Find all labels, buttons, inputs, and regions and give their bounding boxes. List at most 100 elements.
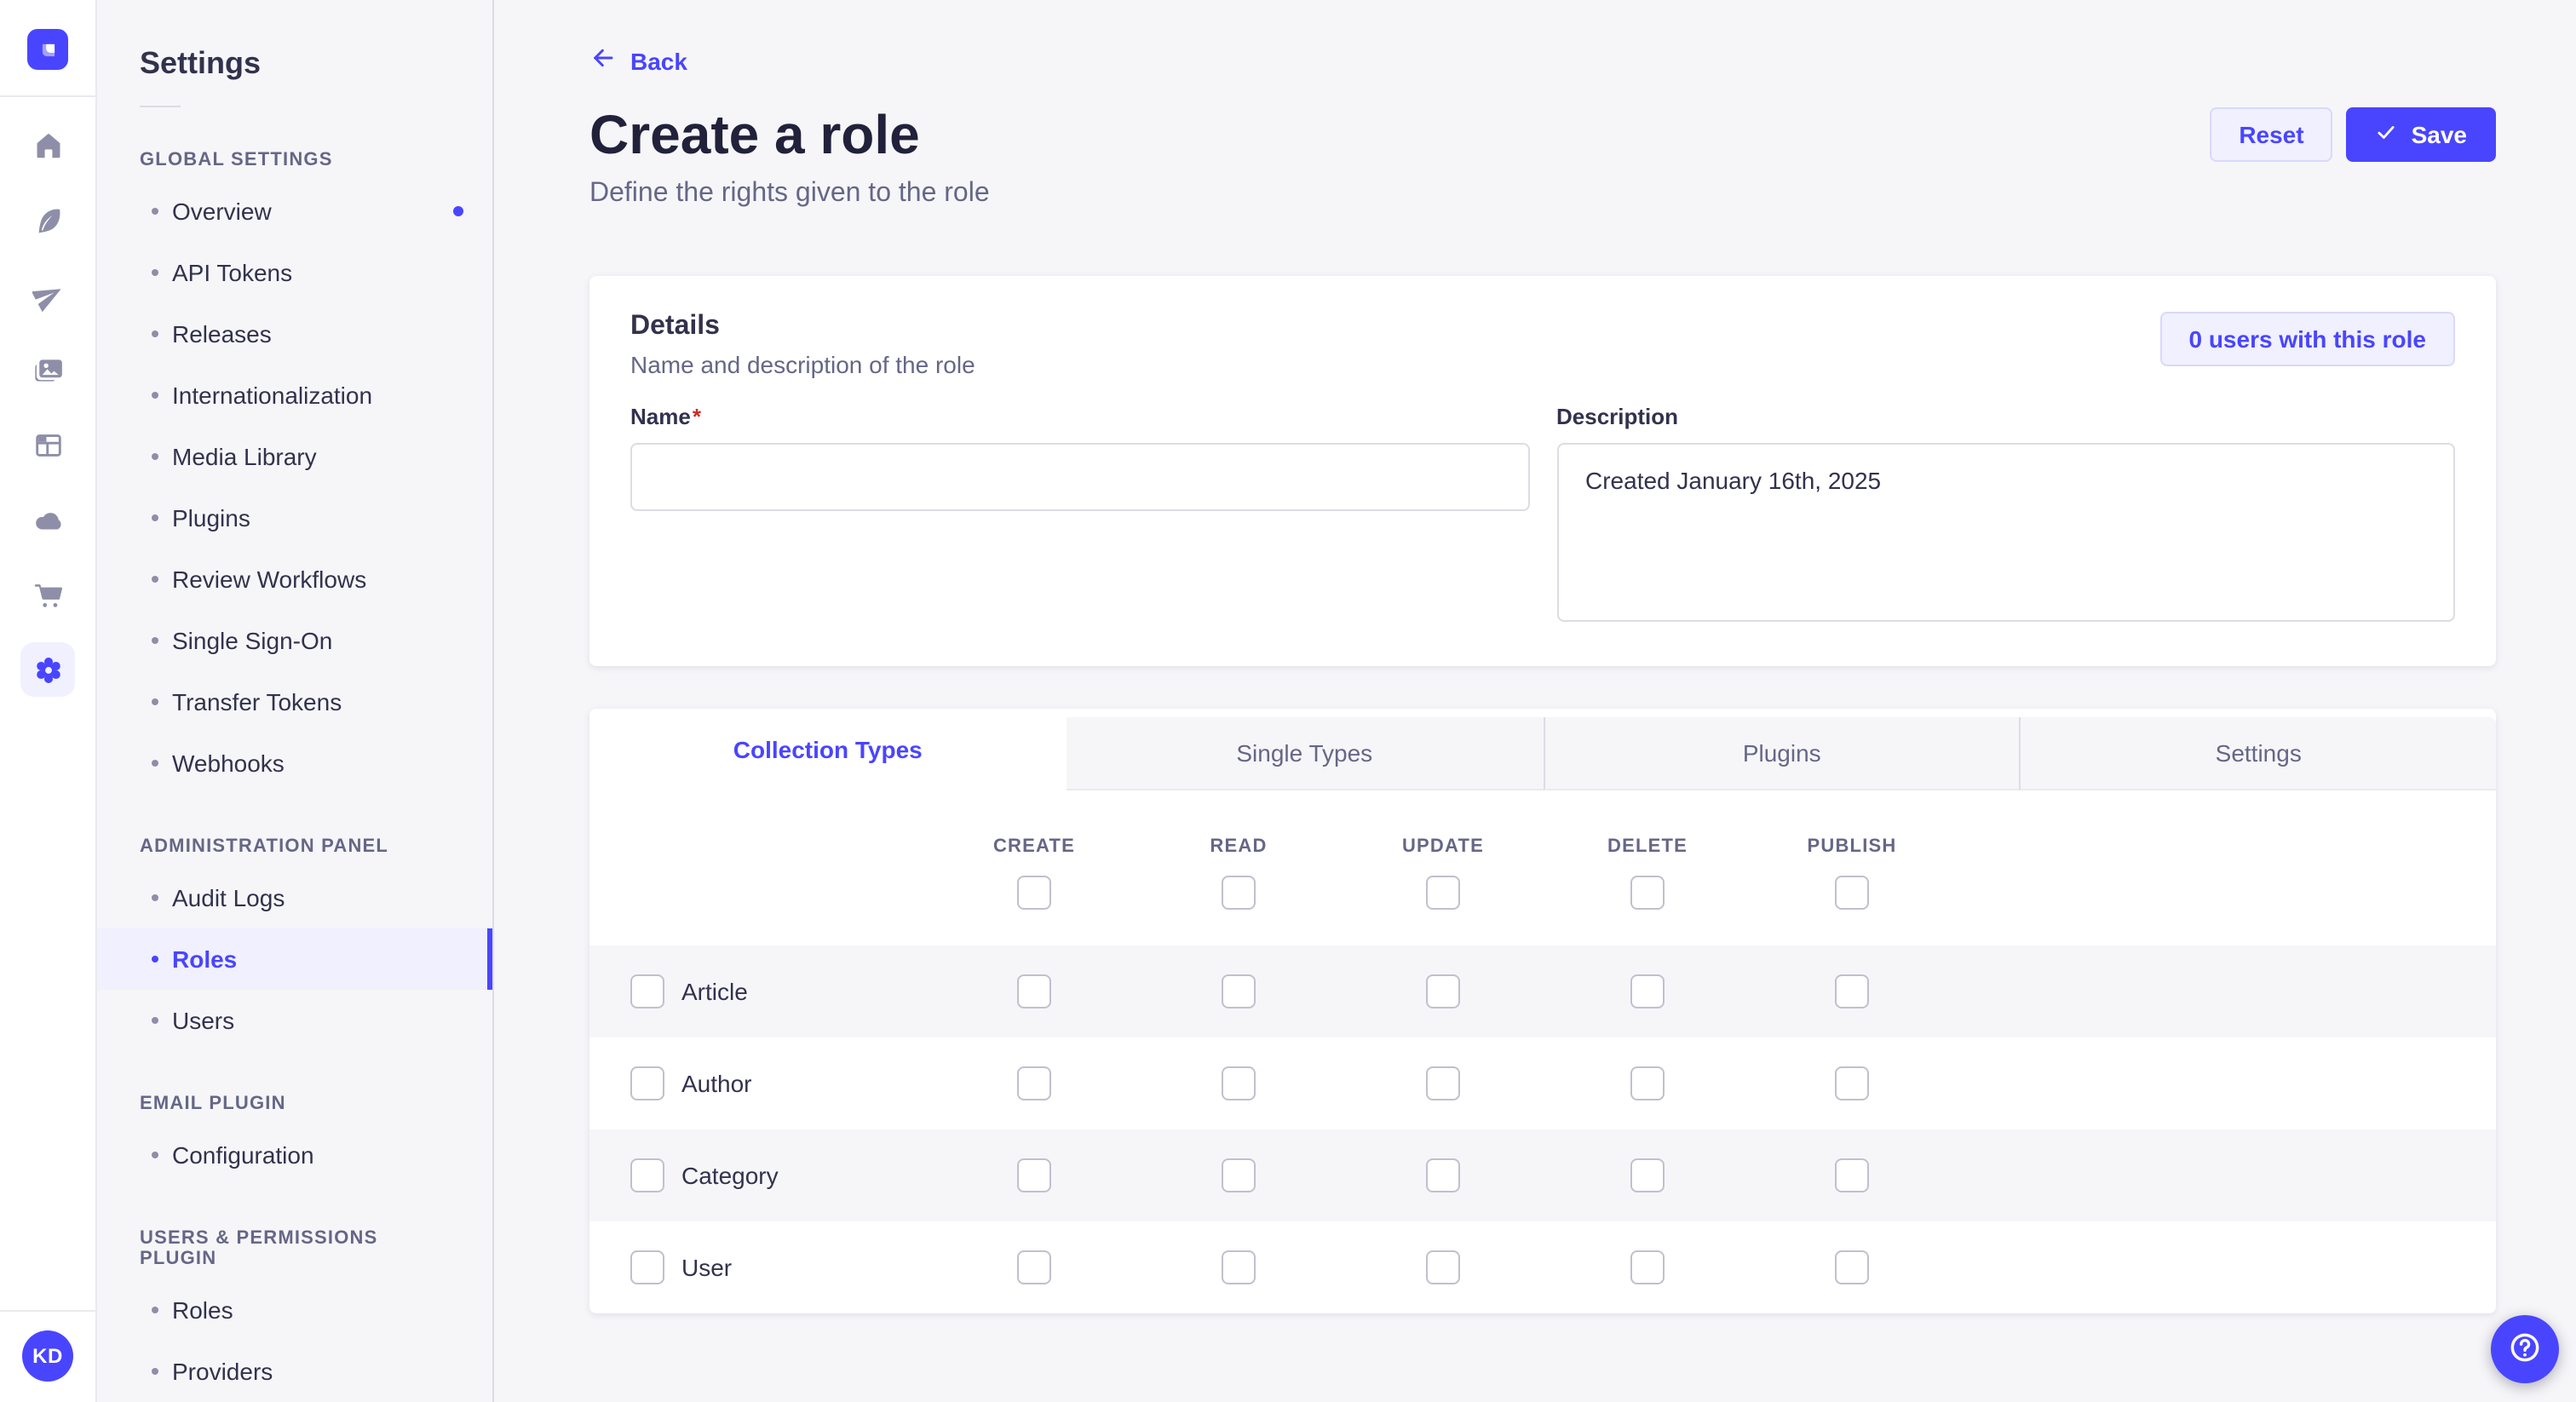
author-publish-checkbox[interactable] [1835, 1066, 1869, 1100]
article-update-checkbox[interactable] [1426, 974, 1460, 1008]
user-read-checkbox[interactable] [1222, 1250, 1256, 1284]
permissions-rows: Article Author Category User [589, 945, 2496, 1313]
sidebar-item-overview[interactable]: Overview [97, 181, 492, 242]
description-field: Description Created January 16th, 2025 [1556, 404, 2455, 630]
layout-button[interactable] [20, 417, 75, 472]
cloud-button[interactable] [20, 492, 75, 547]
cart-button[interactable] [20, 567, 75, 622]
sidebar-item-api-tokens[interactable]: API Tokens [97, 242, 492, 303]
help-button[interactable] [2491, 1315, 2559, 1383]
strapi-logo-icon [33, 35, 62, 64]
tab-settings[interactable]: Settings [2019, 717, 2496, 790]
cell [1341, 1158, 1545, 1192]
gear-button[interactable] [20, 642, 75, 697]
article-create-checkbox[interactable] [1017, 974, 1051, 1008]
row-name-cell: Category [630, 1158, 932, 1192]
content-type-name: Article [681, 978, 748, 1005]
author-update-checkbox[interactable] [1426, 1066, 1460, 1100]
sidebar-item-internationalization[interactable]: Internationalization [97, 365, 492, 426]
user-delete-checkbox[interactable] [1630, 1250, 1665, 1284]
column-publish: PUBLISH [1750, 790, 1954, 945]
sidebar-item-transfer-tokens[interactable]: Transfer Tokens [97, 671, 492, 733]
bullet-icon [152, 637, 158, 644]
bullet-icon [152, 1152, 158, 1158]
row-name-cell: Article [630, 974, 932, 1008]
header-actions: Reset Save [2210, 107, 2496, 162]
tab-collection-types[interactable]: Collection Types [589, 709, 1067, 790]
category-update-checkbox[interactable] [1426, 1158, 1460, 1192]
author-row-checkbox[interactable] [630, 1066, 664, 1100]
sidebar-item-label: Media Library [172, 443, 317, 470]
cell [1750, 1250, 1954, 1284]
paper-plane-button[interactable] [20, 267, 75, 322]
save-button[interactable]: Save [2346, 107, 2496, 162]
save-label: Save [2411, 121, 2467, 148]
cell [932, 1158, 1136, 1192]
nav-rail: KD [0, 0, 97, 1402]
name-field: Name * [630, 404, 1529, 630]
cell [1750, 1158, 1954, 1192]
reset-button[interactable]: Reset [2210, 107, 2333, 162]
user-publish-checkbox[interactable] [1835, 1250, 1869, 1284]
cell [1545, 1066, 1750, 1100]
user-create-checkbox[interactable] [1017, 1250, 1051, 1284]
sidebar-item-roles[interactable]: Roles [97, 928, 492, 990]
article-delete-checkbox[interactable] [1630, 974, 1665, 1008]
sidebar-item-configuration[interactable]: Configuration [97, 1124, 492, 1186]
author-create-checkbox[interactable] [1017, 1066, 1051, 1100]
back-label: Back [630, 47, 687, 74]
sidebar-item-single-sign-on[interactable]: Single Sign-On [97, 610, 492, 671]
user-row-checkbox[interactable] [630, 1250, 664, 1284]
author-read-checkbox[interactable] [1222, 1066, 1256, 1100]
sidebar-item-plugins[interactable]: Plugins [97, 487, 492, 549]
select-all-publish-checkbox[interactable] [1835, 876, 1869, 910]
cell [1750, 974, 1954, 1008]
category-create-checkbox[interactable] [1017, 1158, 1051, 1192]
sidebar-item-media-library[interactable]: Media Library [97, 426, 492, 487]
sidebar-item-roles[interactable]: Roles [97, 1279, 492, 1341]
select-all-update-checkbox[interactable] [1426, 876, 1460, 910]
article-read-checkbox[interactable] [1222, 974, 1256, 1008]
tab-plugins[interactable]: Plugins [1543, 717, 2020, 790]
home-button[interactable] [20, 118, 75, 172]
sidebar-item-label: Overview [172, 198, 272, 225]
description-textarea[interactable]: Created January 16th, 2025 [1556, 443, 2455, 622]
author-delete-checkbox[interactable] [1630, 1066, 1665, 1100]
details-fields: Name * Description Created January 16th, … [630, 404, 2455, 630]
article-publish-checkbox[interactable] [1835, 974, 1869, 1008]
back-link[interactable]: Back [589, 44, 687, 77]
select-all-delete-checkbox[interactable] [1630, 876, 1665, 910]
bullet-icon [152, 894, 158, 901]
sidebar-item-audit-logs[interactable]: Audit Logs [97, 867, 492, 928]
images-button[interactable] [20, 342, 75, 397]
category-publish-checkbox[interactable] [1835, 1158, 1869, 1192]
name-input[interactable] [630, 443, 1529, 511]
permission-row-category: Category [589, 1129, 2496, 1221]
sidebar-item-review-workflows[interactable]: Review Workflows [97, 549, 492, 610]
sidebar-item-label: Plugins [172, 504, 250, 531]
bullet-icon [152, 514, 158, 521]
column-read: READ [1136, 790, 1341, 945]
category-read-checkbox[interactable] [1222, 1158, 1256, 1192]
cell [1136, 1250, 1341, 1284]
article-row-checkbox[interactable] [630, 974, 664, 1008]
select-all-create-checkbox[interactable] [1017, 876, 1051, 910]
user-avatar[interactable]: KD [22, 1330, 73, 1382]
feather-button[interactable] [20, 192, 75, 247]
bullet-icon [152, 1368, 158, 1375]
category-row-checkbox[interactable] [630, 1158, 664, 1192]
sidebar-item-webhooks[interactable]: Webhooks [97, 733, 492, 794]
sidebar-item-label: Internationalization [172, 382, 373, 409]
tab-single-types[interactable]: Single Types [1066, 717, 1543, 790]
sidebar-item-providers[interactable]: Providers [97, 1341, 492, 1402]
sidebar-item-releases[interactable]: Releases [97, 303, 492, 365]
users-with-role-button[interactable]: 0 users with this role [2159, 312, 2455, 366]
select-all-read-checkbox[interactable] [1222, 876, 1256, 910]
strapi-logo-button[interactable] [27, 29, 68, 70]
bullet-icon [152, 956, 158, 962]
nav-section-label-administration-panel: ADMINISTRATION PANEL [140, 836, 389, 857]
cloud-icon [32, 503, 64, 536]
sidebar-item-users[interactable]: Users [97, 990, 492, 1051]
user-update-checkbox[interactable] [1426, 1250, 1460, 1284]
category-delete-checkbox[interactable] [1630, 1158, 1665, 1192]
